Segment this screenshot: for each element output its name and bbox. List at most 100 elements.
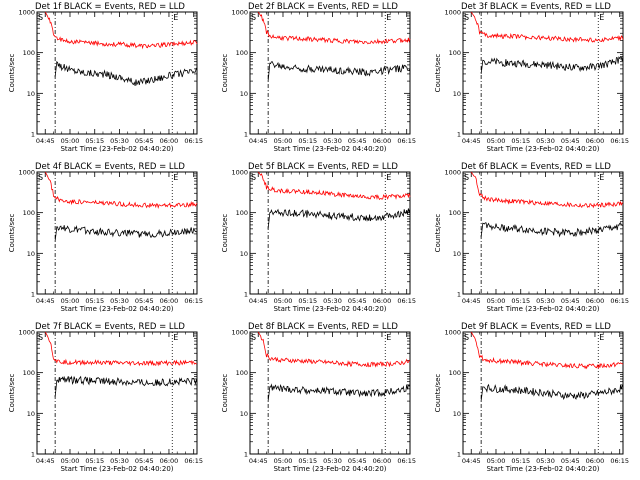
x-tick-label: 05:00 <box>487 297 506 305</box>
x-tick-label: 05:45 <box>135 137 154 145</box>
x-axis-label: Start Time (23-Feb-02 04:40:20) <box>60 465 173 473</box>
x-tick-label: 04:45 <box>249 457 268 465</box>
x-tick-label: 06:15 <box>184 297 203 305</box>
x-tick-label: 06:00 <box>160 457 179 465</box>
x-tick-label: 05:00 <box>487 137 506 145</box>
x-tick-label: 06:15 <box>397 297 416 305</box>
y-axis-label: Counts/sec <box>221 214 229 253</box>
events-series-line <box>480 383 624 402</box>
y-tick-label: 1 <box>457 291 461 299</box>
x-tick-label: 05:15 <box>85 457 104 465</box>
y-tick-label: 10 <box>27 90 35 98</box>
chart-title: Det 5f BLACK = Events, RED = LLD <box>248 162 398 172</box>
x-tick-label: 05:00 <box>274 137 293 145</box>
events-series-line <box>54 60 198 86</box>
y-tick-label: 10 <box>453 250 461 258</box>
x-tick-label: 06:00 <box>160 137 179 145</box>
chart-panel-9: Det 9f BLACK = Events, RED = LLD 1 10 100 10… <box>434 322 629 473</box>
y-axis-label: Counts/sec <box>8 374 16 413</box>
x-tick-label: 05:00 <box>61 297 80 305</box>
end-marker-label: E <box>386 13 391 22</box>
start-marker-label: S <box>38 13 43 22</box>
x-tick-label: 04:45 <box>462 297 481 305</box>
lld-series-line <box>44 331 198 367</box>
start-marker-label: S <box>38 333 43 342</box>
x-tick-label: 04:45 <box>36 137 55 145</box>
y-tick-label: 1 <box>31 131 35 139</box>
y-tick-label: 1 <box>244 451 248 459</box>
x-tick-label: 05:15 <box>511 297 530 305</box>
x-tick-label: 05:00 <box>61 457 80 465</box>
x-tick-label: 06:15 <box>184 137 203 145</box>
end-marker-label: E <box>173 173 178 182</box>
start-marker-label: S <box>251 333 256 342</box>
start-marker-label: S <box>464 13 469 22</box>
x-tick-label: 06:00 <box>160 297 179 305</box>
x-axis-label: Start Time (23-Feb-02 04:40:20) <box>486 305 599 313</box>
plot-frame <box>462 171 624 295</box>
y-tick-label: 100 <box>449 49 461 57</box>
y-tick-label: 100 <box>449 369 461 377</box>
lld-series-line <box>257 11 411 45</box>
events-series-line <box>54 375 198 398</box>
x-tick-label: 05:45 <box>348 137 367 145</box>
y-tick-label: 1000 <box>444 9 461 17</box>
events-series-line <box>480 55 624 74</box>
x-axis-label: Start Time (23-Feb-02 04:40:20) <box>273 145 386 153</box>
start-marker-label: S <box>251 173 256 182</box>
y-tick-label: 10 <box>27 410 35 418</box>
events-series-line <box>54 225 198 242</box>
chart-title: Det 4f BLACK = Events, RED = LLD <box>35 162 185 172</box>
end-marker-label: E <box>173 13 178 22</box>
y-tick-label: 10 <box>27 250 35 258</box>
chart-panel-4: Det 4f BLACK = Events, RED = LLD 1 10 100 10… <box>8 162 203 313</box>
end-marker-label: E <box>599 13 604 22</box>
chart-title: Det 2f BLACK = Events, RED = LLD <box>248 2 398 12</box>
chart-panel-8: Det 8f BLACK = Events, RED = LLD 1 10 100 10… <box>221 322 416 473</box>
lld-series-line <box>470 171 624 209</box>
y-tick-label: 1 <box>31 291 35 299</box>
x-tick-label: 05:45 <box>348 457 367 465</box>
lld-series-line <box>257 331 411 368</box>
chart-panel-7: Det 7f BLACK = Events, RED = LLD 1 10 100 10… <box>8 322 203 473</box>
y-axis-label: Counts/sec <box>434 374 442 413</box>
events-series-line <box>480 222 624 238</box>
x-tick-label: 05:00 <box>61 137 80 145</box>
end-marker-label: E <box>173 333 178 342</box>
y-tick-label: 100 <box>236 369 248 377</box>
x-tick-label: 06:00 <box>373 137 392 145</box>
y-tick-label: 10 <box>453 410 461 418</box>
x-tick-label: 06:00 <box>586 457 605 465</box>
lld-series-line <box>470 11 624 43</box>
y-tick-label: 1000 <box>18 329 35 337</box>
events-series-line <box>267 383 411 402</box>
x-tick-label: 05:30 <box>536 297 555 305</box>
x-tick-label: 05:45 <box>561 297 580 305</box>
chart-panel-6: Det 6f BLACK = Events, RED = LLD 1 10 100 10… <box>434 162 629 313</box>
x-tick-label: 05:00 <box>487 457 506 465</box>
y-axis-label: Counts/sec <box>434 214 442 253</box>
x-tick-label: 05:45 <box>135 457 154 465</box>
x-tick-label: 05:15 <box>298 457 317 465</box>
y-axis-label: Counts/sec <box>8 214 16 253</box>
plot-frame <box>249 11 411 135</box>
x-tick-label: 06:15 <box>610 457 629 465</box>
y-tick-label: 1 <box>244 291 248 299</box>
events-series-line <box>267 208 411 229</box>
x-tick-label: 05:30 <box>536 137 555 145</box>
x-tick-label: 06:00 <box>586 297 605 305</box>
y-tick-label: 100 <box>23 369 35 377</box>
x-tick-label: 06:15 <box>610 137 629 145</box>
plot-frame <box>462 11 624 135</box>
x-tick-label: 05:15 <box>85 297 104 305</box>
x-tick-label: 04:45 <box>462 457 481 465</box>
chart-title: Det 8f BLACK = Events, RED = LLD <box>248 322 398 332</box>
x-axis-label: Start Time (23-Feb-02 04:40:20) <box>273 305 386 313</box>
start-marker-label: S <box>38 173 43 182</box>
y-tick-label: 1 <box>244 131 248 139</box>
chart-panel-1: Det 1f BLACK = Events, RED = LLD 1 10 100 10… <box>8 2 203 153</box>
x-tick-label: 05:15 <box>298 297 317 305</box>
y-tick-label: 100 <box>236 209 248 217</box>
chart-title: Det 3f BLACK = Events, RED = LLD <box>461 2 611 12</box>
